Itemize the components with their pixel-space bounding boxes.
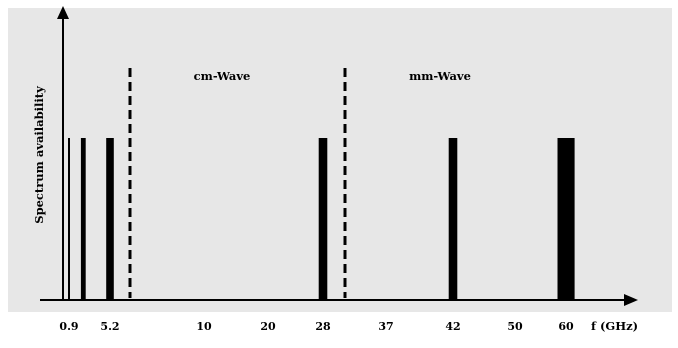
y-axis-arrowhead xyxy=(57,6,69,19)
region-label-mm-wave: mm-Wave xyxy=(409,69,471,83)
y-axis-label: Spectrum availability xyxy=(32,86,46,224)
bar-band-5 xyxy=(557,138,575,300)
x-tick-label-0: 0.9 xyxy=(59,320,78,333)
region-label-cm-wave: cm-Wave xyxy=(194,69,251,83)
bars-group xyxy=(68,138,575,300)
x-axis-arrowhead xyxy=(624,294,638,306)
bar-band-1 xyxy=(80,138,86,300)
x-axis-label: f (GHz) xyxy=(591,319,638,333)
x-tick-label-7: 50 xyxy=(507,320,523,333)
dividers-group xyxy=(128,68,347,298)
x-tick-label-8: 60 xyxy=(558,320,574,333)
tick-labels-group: 0.9 5.2 10 20 28 37 42 50 60 xyxy=(59,320,574,333)
x-tick-label-5: 37 xyxy=(378,320,393,333)
x-tick-label-1: 5.2 xyxy=(100,320,119,333)
bar-band-3 xyxy=(318,138,328,300)
x-tick-label-2: 10 xyxy=(196,320,212,333)
bar-band-4 xyxy=(448,138,458,300)
bar-band-0 xyxy=(68,138,70,300)
x-tick-label-4: 28 xyxy=(315,320,331,333)
x-tick-label-3: 20 xyxy=(260,320,276,333)
x-tick-label-6: 42 xyxy=(445,320,460,333)
bar-band-2 xyxy=(106,138,114,300)
